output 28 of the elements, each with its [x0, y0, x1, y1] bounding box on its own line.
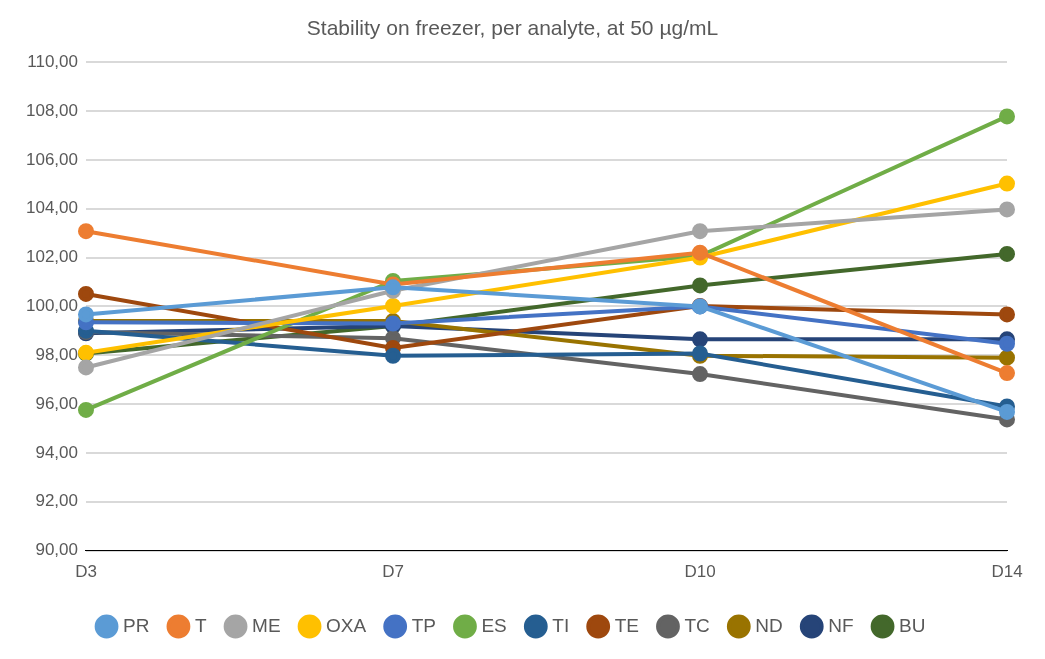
- y-tick-label: 90,00: [35, 540, 78, 560]
- legend-label: T: [194, 614, 207, 636]
- legend-label: TP: [411, 614, 436, 636]
- legend-label: TC: [684, 614, 710, 636]
- legend-label: OXA: [326, 614, 367, 636]
- legend-label: PR: [123, 614, 150, 636]
- y-tick-label: 104,00: [26, 198, 78, 218]
- y-tick-label: 106,00: [26, 149, 78, 169]
- y-tick-label: 96,00: [35, 393, 78, 413]
- y-tick-label: 102,00: [26, 247, 78, 267]
- x-tick-label: D7: [382, 562, 404, 582]
- y-tick-label: 94,00: [35, 442, 78, 462]
- y-tick-label: 110,00: [27, 51, 78, 71]
- legend-label: BU: [899, 614, 926, 636]
- x-tick-label: D10: [684, 562, 716, 582]
- legend-label: TI: [552, 614, 570, 636]
- chart-title: Stability on freezer, per analyte, at 50 µg/mL: [306, 16, 719, 40]
- legend-label: TE: [614, 614, 639, 636]
- legend-label: ES: [481, 614, 507, 636]
- legend-label: NF: [828, 614, 854, 636]
- legend-label: ME: [252, 614, 281, 636]
- y-tick-label: 100,00: [26, 296, 78, 316]
- x-tick-label: D14: [991, 562, 1023, 582]
- y-tick-label: 98,00: [35, 344, 78, 364]
- y-tick-label: 108,00: [26, 100, 78, 120]
- x-tick-label: D3: [75, 562, 97, 582]
- y-tick-label: 92,00: [35, 491, 78, 511]
- legend-label: ND: [755, 614, 783, 636]
